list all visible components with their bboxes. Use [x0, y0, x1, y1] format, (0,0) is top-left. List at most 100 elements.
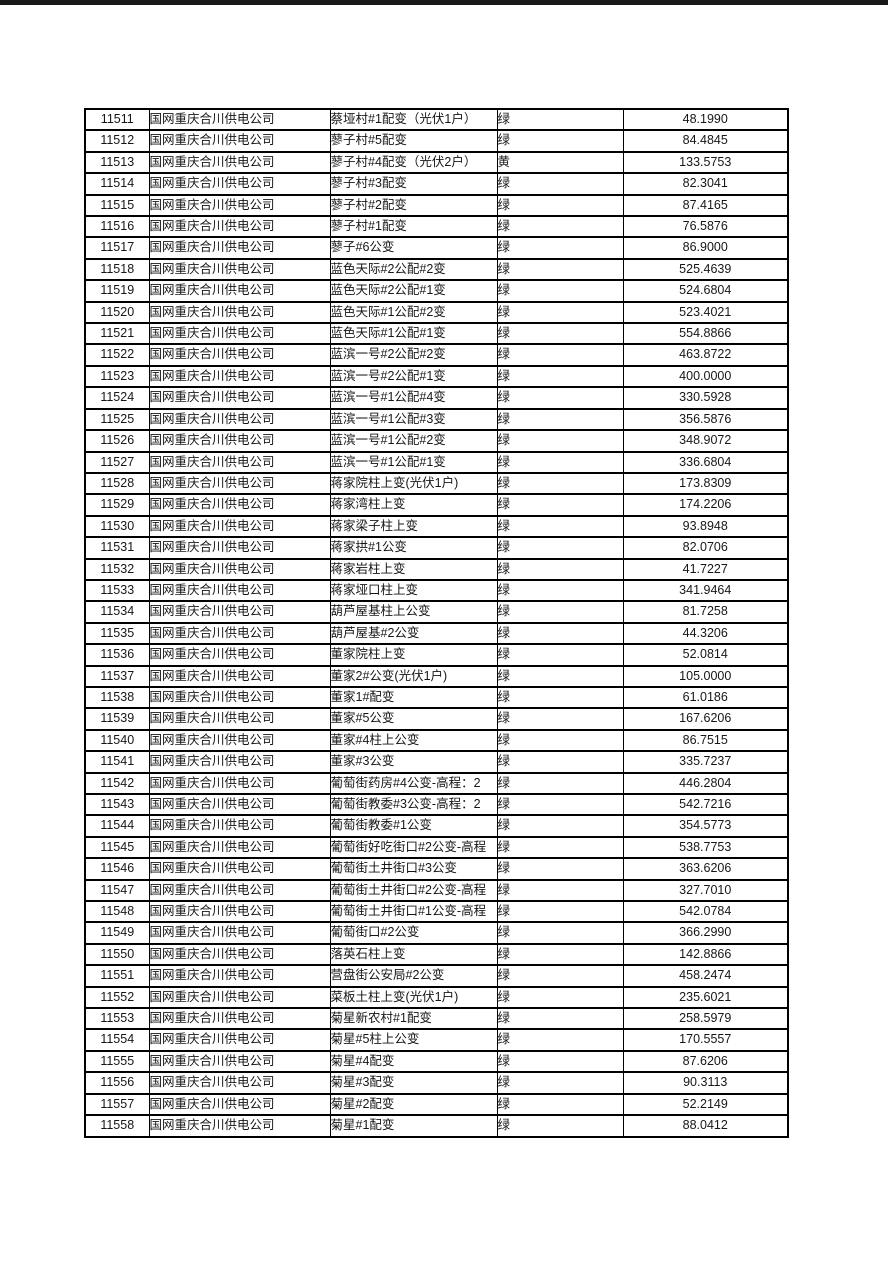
- table-row: 11512 国网重庆合川供电公司 蓼子村#5配变 绿 84.4845: [84, 129, 789, 153]
- status-cell: 绿: [496, 429, 624, 453]
- company-cell: 国网重庆合川供电公司: [148, 1071, 331, 1095]
- company-cell: 国网重庆合川供电公司: [148, 600, 331, 624]
- table-row: 11522 国网重庆合川供电公司 蓝滨一号#2公配#2变 绿 463.8722: [84, 343, 789, 367]
- company-cell: 国网重庆合川供电公司: [148, 985, 331, 1010]
- station-name-cell: 葫芦屋基#2公变: [329, 621, 498, 646]
- value-cell: 400.0000: [622, 364, 789, 389]
- value-cell: 330.5928: [622, 386, 789, 410]
- company-cell: 国网重庆合川供电公司: [148, 814, 331, 838]
- station-name-cell: 蓼子村#5配变: [329, 129, 498, 153]
- row-id-cell: 11534: [84, 600, 150, 624]
- value-cell: 133.5753: [622, 150, 789, 175]
- table-row: 11551 国网重庆合川供电公司 营盘街公安局#2公变 绿 458.2474: [84, 964, 789, 988]
- row-id-cell: 11552: [84, 985, 150, 1010]
- table-row: 11545 国网重庆合川供电公司 葡萄街好吃街口#2公变-高程 绿 538.77…: [84, 835, 789, 860]
- station-name-cell: 蓝色天际#1公配#2变: [329, 300, 498, 325]
- company-cell: 国网重庆合川供电公司: [148, 236, 331, 260]
- value-cell: 90.3113: [622, 1071, 789, 1095]
- value-cell: 327.7010: [622, 878, 789, 903]
- table-row: 11549 国网重庆合川供电公司 葡萄街口#2公变 绿 366.2990: [84, 921, 789, 945]
- company-cell: 国网重庆合川供电公司: [148, 172, 331, 196]
- row-id-cell: 11550: [84, 942, 150, 967]
- station-name-cell: 菜板土柱上变(光伏1户): [329, 985, 498, 1010]
- status-cell: 绿: [496, 685, 624, 710]
- station-name-cell: 蒋家岩柱上变: [329, 557, 498, 581]
- row-id-cell: 11536: [84, 643, 150, 667]
- row-id-cell: 11540: [84, 728, 150, 753]
- table-row: 11547 国网重庆合川供电公司 葡萄街土井街口#2公变-高程 绿 327.70…: [84, 878, 789, 903]
- company-cell: 国网重庆合川供电公司: [148, 429, 331, 453]
- table-row: 11557 国网重庆合川供电公司 菊星#2配变 绿 52.2149: [84, 1092, 789, 1117]
- company-cell: 国网重庆合川供电公司: [148, 857, 331, 881]
- table-row: 11515 国网重庆合川供电公司 蓼子村#2配变 绿 87.4165: [84, 193, 789, 218]
- row-id-cell: 11548: [84, 900, 150, 924]
- status-cell: 绿: [496, 857, 624, 881]
- station-name-cell: 落英石柱上变: [329, 942, 498, 967]
- company-cell: 国网重庆合川供电公司: [148, 450, 331, 474]
- company-cell: 国网重庆合川供电公司: [148, 1028, 331, 1052]
- status-cell: 绿: [496, 172, 624, 196]
- status-cell: 绿: [496, 1007, 624, 1031]
- status-cell: 绿: [496, 792, 624, 817]
- value-cell: 82.3041: [622, 172, 789, 196]
- company-cell: 国网重庆合川供电公司: [148, 835, 331, 860]
- status-cell: 绿: [496, 107, 624, 132]
- company-cell: 国网重庆合川供电公司: [148, 964, 331, 988]
- status-cell: 绿: [496, 1092, 624, 1117]
- station-name-cell: 葡萄街土井街口#3公变: [329, 857, 498, 881]
- station-name-cell: 蓼子村#3配变: [329, 172, 498, 196]
- company-cell: 国网重庆合川供电公司: [148, 1049, 331, 1074]
- row-id-cell: 11514: [84, 172, 150, 196]
- status-cell: 绿: [496, 407, 624, 432]
- station-name-cell: 蒋家湾柱上变: [329, 493, 498, 517]
- value-cell: 446.2804: [622, 771, 789, 796]
- value-cell: 542.0784: [622, 900, 789, 924]
- company-cell: 国网重庆合川供电公司: [148, 878, 331, 903]
- station-name-cell: 蓼子村#2配变: [329, 193, 498, 218]
- station-name-cell: 菊星#4配变: [329, 1049, 498, 1074]
- station-name-cell: 菊星#3配变: [329, 1071, 498, 1095]
- company-cell: 国网重庆合川供电公司: [148, 1114, 331, 1138]
- table-row: 11530 国网重庆合川供电公司 蒋家梁子柱上变 绿 93.8948: [84, 514, 789, 539]
- status-cell: 绿: [496, 814, 624, 838]
- value-cell: 61.0186: [622, 685, 789, 710]
- row-id-cell: 11528: [84, 471, 150, 496]
- station-name-cell: 蒋家拱#1公变: [329, 536, 498, 560]
- status-cell: 绿: [496, 771, 624, 796]
- table-row: 11556 国网重庆合川供电公司 菊星#3配变 绿 90.3113: [84, 1071, 789, 1095]
- table-row: 11524 国网重庆合川供电公司 蓝滨一号#1公配#4变 绿 330.5928: [84, 386, 789, 410]
- company-cell: 国网重庆合川供电公司: [148, 664, 331, 688]
- value-cell: 170.5557: [622, 1028, 789, 1052]
- table-row: 11541 国网重庆合川供电公司 董家#3公变 绿 335.7237: [84, 750, 789, 774]
- table-row: 11526 国网重庆合川供电公司 蓝滨一号#1公配#2变 绿 348.9072: [84, 429, 789, 453]
- company-cell: 国网重庆合川供电公司: [148, 407, 331, 432]
- status-cell: 绿: [496, 471, 624, 496]
- row-id-cell: 11519: [84, 279, 150, 303]
- transformer-load-table: 11511 国网重庆合川供电公司 蔡垭村#1配变（光伏1户） 绿 48.1990…: [84, 107, 789, 1138]
- table-row: 11511 国网重庆合川供电公司 蔡垭村#1配变（光伏1户） 绿 48.1990: [84, 107, 789, 132]
- company-cell: 国网重庆合川供电公司: [148, 364, 331, 389]
- company-cell: 国网重庆合川供电公司: [148, 707, 331, 731]
- status-cell: 绿: [496, 835, 624, 860]
- station-name-cell: 蓝滨一号#2公配#1变: [329, 364, 498, 389]
- table-row: 11542 国网重庆合川供电公司 葡萄街药房#4公变-高程：2 绿 446.28…: [84, 771, 789, 796]
- table-row: 11527 国网重庆合川供电公司 蓝滨一号#1公配#1变 绿 336.6804: [84, 450, 789, 474]
- company-cell: 国网重庆合川供电公司: [148, 643, 331, 667]
- value-cell: 48.1990: [622, 107, 789, 132]
- row-id-cell: 11511: [84, 107, 150, 132]
- value-cell: 173.8309: [622, 471, 789, 496]
- table-row: 11516 国网重庆合川供电公司 蓼子村#1配变 绿 76.5876: [84, 215, 789, 239]
- table-row: 11553 国网重庆合川供电公司 菊星新农村#1配变 绿 258.5979: [84, 1007, 789, 1031]
- company-cell: 国网重庆合川供电公司: [148, 322, 331, 346]
- table-body: 11511 国网重庆合川供电公司 蔡垭村#1配变（光伏1户） 绿 48.1990…: [84, 107, 789, 1138]
- table-row: 11529 国网重庆合川供电公司 蒋家湾柱上变 绿 174.2206: [84, 493, 789, 517]
- row-id-cell: 11530: [84, 514, 150, 539]
- value-cell: 84.4845: [622, 129, 789, 153]
- row-id-cell: 11535: [84, 621, 150, 646]
- status-cell: 绿: [496, 493, 624, 517]
- value-cell: 86.7515: [622, 728, 789, 753]
- value-cell: 174.2206: [622, 493, 789, 517]
- status-cell: 绿: [496, 322, 624, 346]
- row-id-cell: 11513: [84, 150, 150, 175]
- station-name-cell: 蔡垭村#1配变（光伏1户）: [329, 107, 498, 132]
